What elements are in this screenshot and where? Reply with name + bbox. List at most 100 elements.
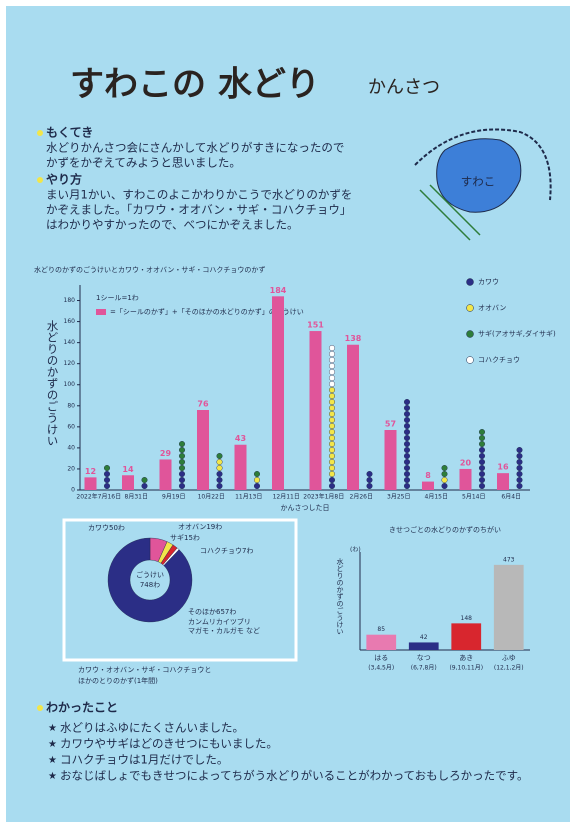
finding-item: コハクチョウは1月だけでした。 <box>60 753 228 767</box>
sticker-dot <box>404 405 411 412</box>
sticker-dot <box>441 483 448 490</box>
star: ★ <box>48 723 57 734</box>
sticker-dot <box>329 363 336 370</box>
x-tick-label: あき <box>459 654 473 662</box>
finding-item: 水どりはふゆにたくさんいました。 <box>60 721 244 735</box>
sticker-dot <box>329 429 336 436</box>
bar <box>384 430 397 490</box>
donut-center: ごうけい <box>136 570 164 579</box>
sticker-dot <box>329 351 336 358</box>
sticker-dot <box>329 483 336 490</box>
section-text: はわかりやすかったので、べつにかぞえました。 <box>46 218 299 232</box>
x-tick-label: 4月15日 <box>425 494 448 501</box>
y-tick-label: 180 <box>64 297 76 304</box>
dot-segment <box>441 483 448 490</box>
sticker-dot <box>103 465 110 472</box>
bar <box>197 410 209 490</box>
pie-note: カンムリカイツブリ <box>188 617 251 626</box>
x-axis-label: かんさつした日 <box>281 504 330 512</box>
railway <box>414 128 552 201</box>
sticker-dot <box>404 411 411 418</box>
x-tick-label: 11月13日 <box>235 494 262 501</box>
bar <box>366 634 397 650</box>
x-tick-label: 5月14日 <box>462 494 485 501</box>
y-tick-label: 60 <box>67 423 75 430</box>
sticker-dot <box>329 417 336 424</box>
sticker-dot <box>178 483 185 490</box>
dot-segment <box>441 477 448 484</box>
sticker-dot <box>253 483 260 490</box>
sticker-dot <box>253 477 260 484</box>
x-tick-label: はる <box>374 654 388 662</box>
sticker-dot <box>516 465 523 472</box>
legend-swatch <box>96 309 106 315</box>
y-axis-label: 水どりのかずのごうけい <box>336 557 344 635</box>
star: ★ <box>48 771 57 782</box>
x-tick-label: なつ <box>417 654 431 662</box>
sticker-dot <box>178 441 185 448</box>
sticker-dot <box>253 471 260 478</box>
value-label: 76 <box>197 400 209 409</box>
heading-bullet <box>37 705 43 711</box>
sticker-dot <box>404 441 411 448</box>
slice-label: そのほか657わ <box>188 608 236 616</box>
sticker-dot <box>216 477 223 484</box>
x-tick-label: 9月19日 <box>162 494 185 501</box>
section-text: かずをかぞえてみようと思いました。 <box>46 156 241 170</box>
dot-segment <box>329 477 336 490</box>
x-tick-label: ふゆ <box>502 654 516 662</box>
river <box>419 184 481 241</box>
value-label: 14 <box>122 465 134 474</box>
sticker-dot <box>329 435 336 442</box>
finding-item: おなじばしょでもきせつによってちがう水どりがいることがわかっておもしろかったです… <box>60 769 529 783</box>
sticker-dot <box>141 477 148 484</box>
bar <box>451 623 482 650</box>
x-tick-label: 2022年7月16日 <box>76 493 121 501</box>
sticker-dot <box>516 483 523 490</box>
sticker-dot <box>516 471 523 478</box>
sticker-dot <box>404 435 411 442</box>
sticker-dot <box>329 387 336 394</box>
value-label: 8 <box>425 471 431 480</box>
legend-label: オオバン <box>478 304 506 312</box>
value-label: 85 <box>377 626 385 633</box>
sticker-dot <box>329 411 336 418</box>
y-tick-label: 100 <box>64 381 76 388</box>
category-note: (3,4,5月) <box>368 665 394 672</box>
section-text: 水どりかんさつ会にさんかして水どりがすきになったので <box>46 141 344 155</box>
dot-segment <box>178 471 185 490</box>
y-tick-label: 160 <box>64 318 76 325</box>
dot-segment <box>404 399 411 490</box>
sticker-dot <box>479 465 486 472</box>
sticker-dot <box>516 447 523 454</box>
bar <box>234 444 247 490</box>
section-heading: やり方 <box>46 172 82 187</box>
sticker-dot <box>329 441 336 448</box>
value-label: 12 <box>85 467 96 476</box>
note: 1シール=1わ <box>96 294 139 302</box>
sticker-dot <box>404 453 411 460</box>
sticker-dot <box>516 459 523 466</box>
bar <box>347 344 359 490</box>
legend-dot <box>466 304 474 312</box>
dot-segment <box>141 483 148 490</box>
value-label: 151 <box>307 321 324 330</box>
dot-segment <box>253 471 260 478</box>
sticker-dot <box>329 393 336 400</box>
sticker-dot <box>404 423 411 430</box>
dot-segment <box>479 429 486 448</box>
sticker-dot <box>141 483 148 490</box>
bar <box>422 481 434 490</box>
bar <box>84 477 97 490</box>
sticker-dot <box>366 477 373 484</box>
chart-title: きせつごとの水どりのかずのちがい <box>389 525 501 534</box>
sticker-dot <box>103 471 110 478</box>
subtitle: かんさつ <box>368 77 440 98</box>
heading-bullet <box>37 177 43 183</box>
legend-label: カワウ <box>478 278 499 286</box>
pie-frame <box>62 518 298 662</box>
bar <box>309 331 322 490</box>
sticker-dot <box>479 483 486 490</box>
sticker-dot <box>178 471 185 478</box>
sticker-dot <box>329 357 336 364</box>
